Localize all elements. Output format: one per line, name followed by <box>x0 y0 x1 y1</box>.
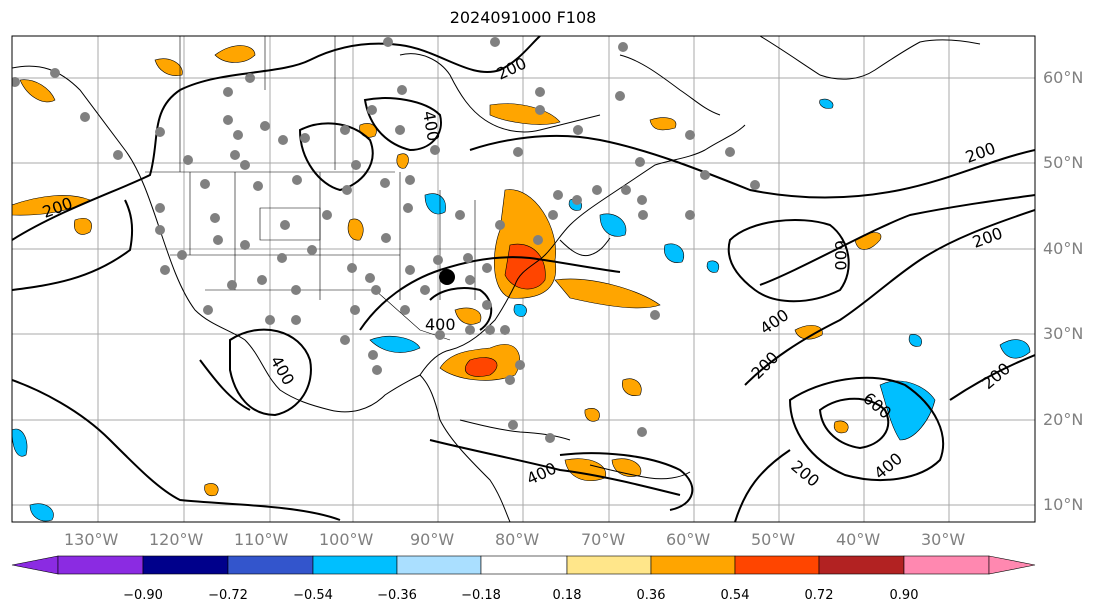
colorbar-segment <box>903 555 990 575</box>
colorbar-tick-label: 0.18 <box>552 588 582 603</box>
lat-label: 60°N <box>1043 68 1084 87</box>
colorbar <box>11 555 1036 575</box>
lat-label: 40°N <box>1043 239 1084 258</box>
colorbar-segment <box>480 555 568 575</box>
colorbar-tick-label: −0.90 <box>123 588 163 603</box>
colorbar-tick-label: −0.72 <box>208 588 248 603</box>
colorbar-segment <box>734 555 820 575</box>
lon-label: 130°W <box>64 530 119 549</box>
colorbar-tick-label: 0.36 <box>636 588 666 603</box>
lon-label: 100°W <box>319 530 374 549</box>
colorbar-segment <box>11 555 59 575</box>
lon-label: 110°W <box>234 530 289 549</box>
lon-label: 90°W <box>410 530 455 549</box>
colorbar-tick-label: −0.54 <box>293 588 333 603</box>
colorbar-segment <box>566 555 652 575</box>
focus-point-marker <box>439 269 455 285</box>
lon-label: 120°W <box>149 530 204 549</box>
map-frame <box>11 35 1036 523</box>
contour-label: 400 <box>425 315 456 334</box>
lon-label: 50°W <box>751 530 796 549</box>
colorbar-tick-label: −0.18 <box>461 588 501 603</box>
lon-label: 60°W <box>666 530 711 549</box>
colorbar-segment <box>142 555 229 575</box>
lon-label: 80°W <box>495 530 540 549</box>
lat-label: 10°N <box>1043 495 1084 514</box>
lat-label: 20°N <box>1043 410 1084 429</box>
lat-label: 50°N <box>1043 153 1084 172</box>
lat-label: 30°N <box>1043 324 1084 343</box>
colorbar-segment <box>227 555 314 575</box>
colorbar-segment <box>650 555 736 575</box>
colorbar-segment <box>818 555 905 575</box>
colorbar-segment <box>312 555 398 575</box>
colorbar-segment <box>396 555 482 575</box>
colorbar-tick-label: 0.54 <box>720 588 750 603</box>
lon-label: 40°W <box>836 530 881 549</box>
colorbar-segment <box>988 555 1036 575</box>
map-title: 2024091000 F108 <box>449 8 597 27</box>
contour-lines <box>12 36 1035 522</box>
lon-label: 30°W <box>921 530 966 549</box>
shaded-field <box>12 45 1031 522</box>
contour-label: 600 <box>831 240 850 271</box>
lon-label: 70°W <box>581 530 626 549</box>
colorbar-tick-label: 0.90 <box>889 588 919 603</box>
station-markers <box>12 37 760 443</box>
coastline <box>12 36 981 522</box>
colorbar-segment <box>57 555 144 575</box>
colorbar-tick-label: −0.36 <box>377 588 417 603</box>
colorbar-tick-label: 0.72 <box>804 588 834 603</box>
